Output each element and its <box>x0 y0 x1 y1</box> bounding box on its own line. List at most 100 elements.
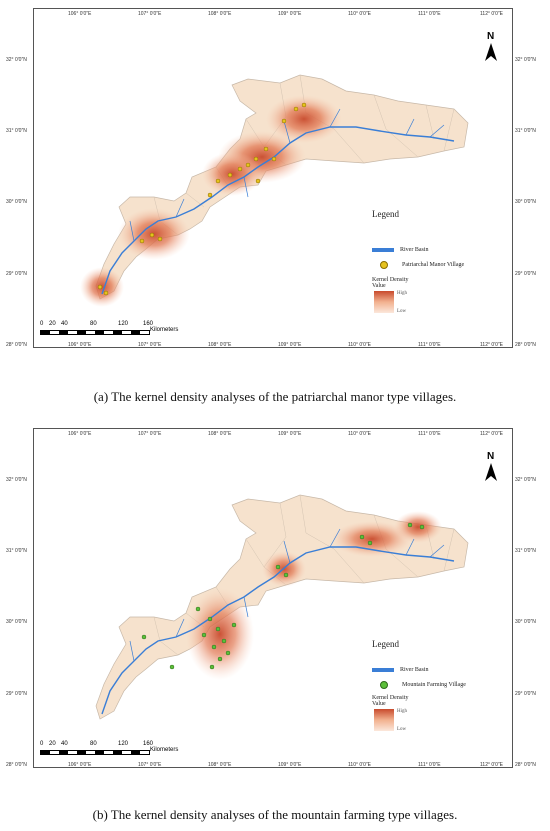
village-point <box>97 284 103 290</box>
river-swatch <box>372 668 394 672</box>
village-point <box>253 156 259 162</box>
lon-label: 111° 0′0″E <box>418 431 441 437</box>
density-high-label: High <box>397 291 407 296</box>
lat-label: 31° 0′0″N <box>6 128 27 134</box>
village-point <box>245 162 251 168</box>
lat-label: 29° 0′0″N <box>6 691 27 697</box>
lon-label: 109° 0′0″E <box>278 762 302 768</box>
lon-label: 111° 0′0″E <box>418 11 441 17</box>
village-point <box>281 118 287 124</box>
lon-label: 108° 0′0″E <box>208 342 232 348</box>
density-title: Kernel Density Value <box>372 695 409 707</box>
lon-label: 111° 0′0″E <box>418 342 441 348</box>
village-point <box>293 106 299 112</box>
village-point <box>209 664 215 670</box>
lat-label: 31° 0′0″N <box>515 128 536 134</box>
lon-label: 109° 0′0″E <box>278 342 302 348</box>
village-point <box>211 644 217 650</box>
village-point <box>301 102 307 108</box>
village-points <box>97 102 307 296</box>
lat-label: 29° 0′0″N <box>515 271 536 277</box>
lat-label: 30° 0′0″N <box>6 199 27 205</box>
village-points <box>141 522 425 670</box>
lat-label: 31° 0′0″N <box>6 548 27 554</box>
village-point <box>215 178 221 184</box>
legend-title: Legend <box>372 639 399 649</box>
lon-label: 106° 0′0″E <box>68 431 92 437</box>
village-point <box>359 534 365 540</box>
lon-label: 107° 0′0″E <box>138 11 162 17</box>
lon-label: 110° 0′0″E <box>348 431 371 437</box>
density-low-label: Low <box>397 727 407 732</box>
density-title: Kernel Density Value <box>372 277 409 289</box>
village-point <box>225 650 231 656</box>
village-point <box>237 166 243 172</box>
map-canvas <box>95 494 469 720</box>
map-canvas <box>80 74 469 307</box>
lon-label: 110° 0′0″E <box>348 762 371 768</box>
lon-label: 112° 0′0″E <box>480 431 503 437</box>
density-low-label: Low <box>397 309 407 314</box>
village-point <box>207 192 213 198</box>
scale-bar: 0 20 40 80 120 160 Kilometers <box>40 321 179 335</box>
lon-label: 112° 0′0″E <box>480 11 503 17</box>
density-high-label: High <box>397 709 407 714</box>
lon-label: 111° 0′0″E <box>418 762 441 768</box>
village-point <box>263 146 269 152</box>
village-point <box>221 638 227 644</box>
north-arrow-icon: N <box>484 451 498 481</box>
scale-bar: 0 20 40 80 120 160 Kilometers <box>40 741 179 755</box>
lon-label: 108° 0′0″E <box>208 431 232 437</box>
lon-label: 112° 0′0″E <box>480 342 503 348</box>
north-arrow-icon: N <box>484 31 498 61</box>
study-region <box>95 74 469 300</box>
lon-label: 107° 0′0″E <box>138 431 162 437</box>
legend-village: Mountain Farming Village <box>372 681 466 689</box>
lon-label: 107° 0′0″E <box>138 762 162 768</box>
village-point <box>367 540 373 546</box>
lon-label: 108° 0′0″E <box>208 762 232 768</box>
village-swatch <box>380 261 388 269</box>
lon-label: 110° 0′0″E <box>348 11 371 17</box>
village-point <box>157 236 163 242</box>
village-swatch <box>380 681 388 689</box>
village-point <box>215 626 221 632</box>
village-point <box>217 656 223 662</box>
village-point <box>271 156 277 162</box>
village-point <box>407 522 413 528</box>
lon-label: 106° 0′0″E <box>68 342 92 348</box>
village-point <box>231 622 237 628</box>
village-point <box>283 572 289 578</box>
village-point <box>103 290 109 296</box>
lat-label: 28° 0′0″N <box>6 762 27 768</box>
lon-label: 106° 0′0″E <box>68 762 92 768</box>
legend-village: Patriarchal Manor Village <box>372 261 464 269</box>
village-point <box>169 664 175 670</box>
lon-label: 107° 0′0″E <box>138 342 162 348</box>
village-point <box>419 524 425 530</box>
lon-label: 110° 0′0″E <box>348 342 371 348</box>
lat-label: 28° 0′0″N <box>6 342 27 348</box>
village-point <box>149 232 155 238</box>
village-point <box>141 634 147 640</box>
figure-caption-b: (b) The kernel density analyses of the m… <box>92 807 458 822</box>
lon-label: 109° 0′0″E <box>278 431 302 437</box>
village-point <box>207 616 213 622</box>
lon-label: 108° 0′0″E <box>208 11 232 17</box>
lat-label: 32° 0′0″N <box>515 57 536 63</box>
lat-label: 32° 0′0″N <box>6 477 27 483</box>
village-point <box>139 238 145 244</box>
lat-label: 32° 0′0″N <box>515 477 536 483</box>
lat-label: 30° 0′0″N <box>6 619 27 625</box>
legend-title: Legend <box>372 209 399 219</box>
river-swatch <box>372 248 394 252</box>
legend: Legend River Basin Mountain Farming Vill… <box>372 639 482 749</box>
map-panel-b: 106° 0′0″E 107° 0′0″E 108° 0′0″E 109° 0′… <box>6 428 536 768</box>
lat-label: 28° 0′0″N <box>515 762 536 768</box>
figure-caption-a: (a) The kernel density analyses of the p… <box>93 389 457 404</box>
village-point <box>255 178 261 184</box>
legend-river: River Basin <box>372 247 429 253</box>
lat-label: 30° 0′0″N <box>515 619 536 625</box>
lat-label: 29° 0′0″N <box>6 271 27 277</box>
lat-label: 29° 0′0″N <box>515 691 536 697</box>
